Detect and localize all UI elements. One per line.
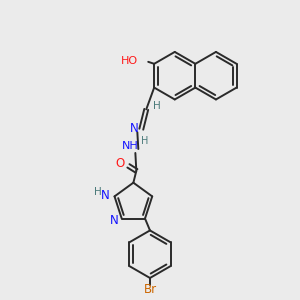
Text: H: H [153,101,161,111]
Text: N: N [101,189,110,202]
Text: HO: HO [121,56,138,66]
Text: Br: Br [143,284,157,296]
Text: O: O [116,158,125,170]
Text: H: H [94,188,102,197]
Text: N: N [110,214,118,227]
Text: NH: NH [122,141,139,151]
Text: H: H [141,136,148,146]
Text: N: N [130,122,139,135]
